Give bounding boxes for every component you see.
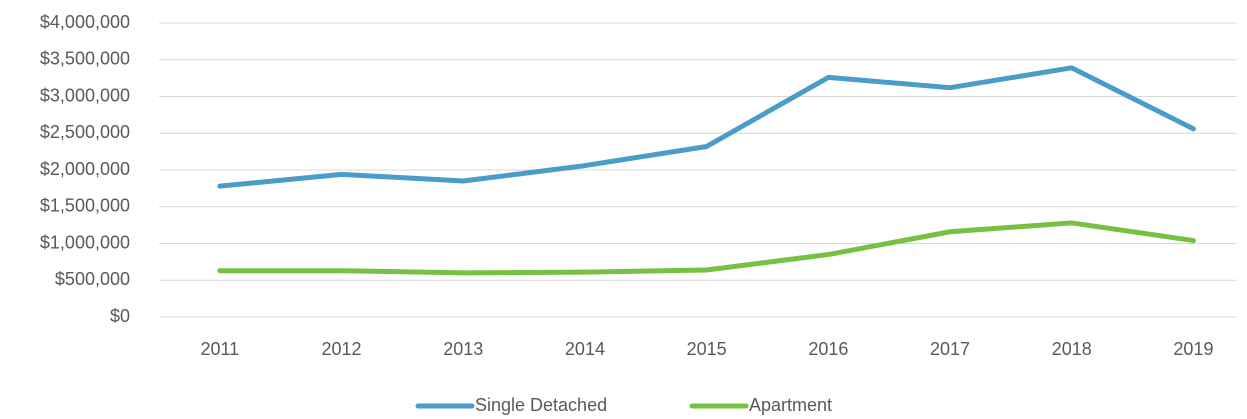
y-tick-label: $2,000,000 bbox=[40, 159, 130, 179]
y-tick-label: $500,000 bbox=[55, 269, 130, 289]
series-line bbox=[217, 65, 1196, 189]
x-tick-label: 2015 bbox=[687, 339, 727, 359]
x-tick-label: 2011 bbox=[200, 339, 239, 359]
y-tick-label: $3,500,000 bbox=[40, 49, 130, 69]
x-tick-label: 2016 bbox=[808, 339, 848, 359]
series-line bbox=[217, 220, 1196, 276]
legend-label: Single Detached bbox=[475, 395, 607, 415]
x-tick-label: 2018 bbox=[1052, 339, 1092, 359]
y-tick-label: $4,000,000 bbox=[40, 12, 130, 32]
y-tick-label: $1,000,000 bbox=[40, 232, 130, 252]
x-tick-label: 2013 bbox=[443, 339, 483, 359]
y-tick-label: $2,500,000 bbox=[40, 122, 130, 142]
x-tick-label: 2017 bbox=[930, 339, 970, 359]
x-tick-label: 2019 bbox=[1173, 339, 1213, 359]
y-tick-label: $3,000,000 bbox=[40, 85, 130, 105]
y-tick-label: $1,500,000 bbox=[40, 196, 130, 216]
y-tick-label: $0 bbox=[110, 306, 130, 326]
legend-label: Apartment bbox=[749, 395, 832, 415]
x-tick-label: 2014 bbox=[565, 339, 605, 359]
x-tick-label: 2012 bbox=[322, 339, 362, 359]
